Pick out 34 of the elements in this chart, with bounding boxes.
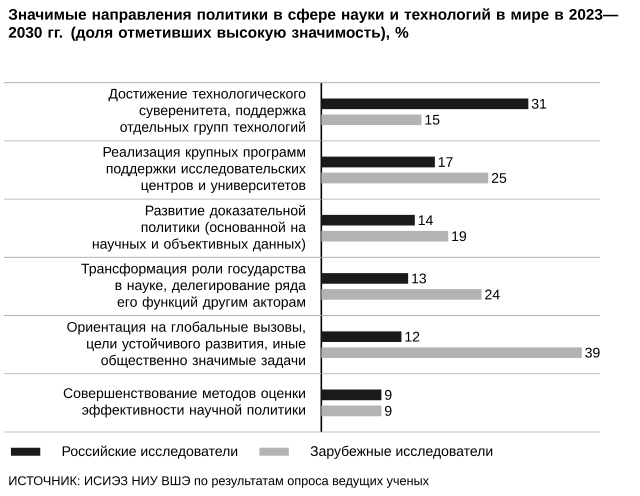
bar bbox=[321, 347, 582, 358]
bar bbox=[321, 273, 408, 284]
y-tick-label: Совершенствование методов оценки эффективности научной политики bbox=[64, 388, 305, 418]
data-label: 17 bbox=[438, 157, 453, 167]
data-label: 15 bbox=[425, 114, 440, 125]
bar bbox=[321, 390, 382, 400]
y-tick-label: Развитие доказательной политики (основанной на научных и объективных данных) bbox=[92, 204, 306, 252]
data-label: 24 bbox=[485, 290, 500, 300]
bar bbox=[321, 406, 382, 416]
data-label: 25 bbox=[492, 173, 506, 183]
data-label: 13 bbox=[412, 273, 426, 284]
data-label: 39 bbox=[585, 348, 600, 358]
bar bbox=[321, 214, 415, 226]
bar bbox=[321, 289, 482, 300]
data-label: 19 bbox=[452, 231, 466, 242]
text: ИСТОЧНИК: ИСИЭЗ НИУ ВШЭ по результатам опроса ведущих ученых bbox=[9, 476, 429, 488]
legend-label: Российские исследователи bbox=[62, 446, 238, 459]
y-tick-label: Достижение технологического суверенитета, поддержка отдельных групп технологий bbox=[108, 88, 306, 135]
data-label: 12 bbox=[405, 332, 420, 342]
bar bbox=[321, 156, 435, 168]
bar bbox=[321, 331, 402, 342]
bar bbox=[321, 114, 422, 126]
data-label: 9 bbox=[385, 406, 392, 416]
data-label: 14 bbox=[418, 215, 433, 226]
y-tick-label: Ориентация на глобальные вызовы, цели устойчивого развития, иные общественно значимые задачи bbox=[67, 321, 306, 368]
bar bbox=[321, 98, 528, 110]
bar bbox=[321, 172, 488, 184]
legend-label: Зарубежные исследователи bbox=[310, 446, 492, 459]
data-label: 31 bbox=[532, 98, 546, 109]
bar bbox=[321, 230, 448, 242]
chart-title: Значимые направления политики в сфере науки и технологий в мире в 2023—2030 гг. (доля отметивших высокую значимость), % bbox=[8, 8, 618, 41]
y-tick-label: Трансформация роли государства в науке, делегирование ряда его функций другим акторам bbox=[81, 263, 306, 310]
data-label: 9 bbox=[385, 390, 392, 400]
y-tick-label: Реализация крупных программ поддержки исследовательских центров и университетов bbox=[104, 147, 306, 193]
